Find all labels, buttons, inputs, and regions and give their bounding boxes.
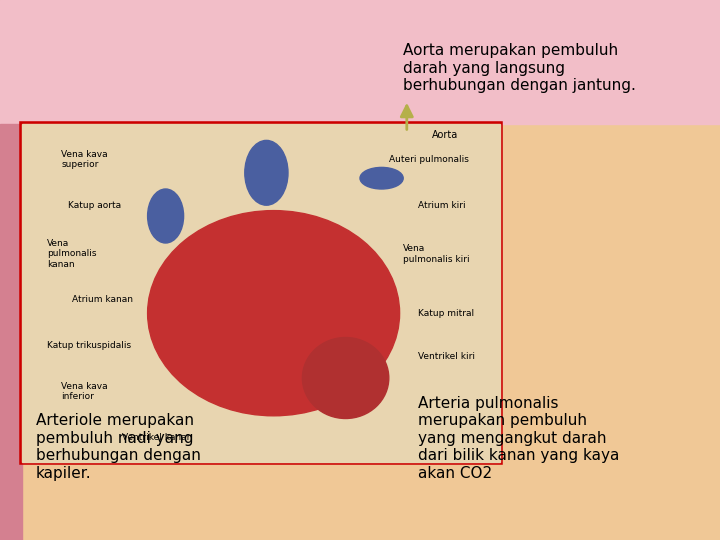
Ellipse shape [360,167,403,189]
Text: Ventrikel kiri: Ventrikel kiri [418,352,474,361]
Ellipse shape [148,211,400,416]
Ellipse shape [148,189,184,243]
Text: Ventrikel kanan: Ventrikel kanan [122,433,193,442]
Bar [0,124,22,540]
Text: Vena kava
inferior: Vena kava inferior [61,382,108,401]
Text: Vena
pulmonalis kiri: Vena pulmonalis kiri [403,244,470,264]
Text: Katup aorta: Katup aorta [68,201,122,210]
Bar [22,124,500,462]
Bar [0,0,720,124]
Ellipse shape [245,140,288,205]
Ellipse shape [302,338,389,418]
Text: Vena kava
superior: Vena kava superior [61,150,108,169]
Text: Katup trikuspidalis: Katup trikuspidalis [47,341,131,350]
Text: Auteri pulmonalis: Auteri pulmonalis [389,155,469,164]
FancyBboxPatch shape [22,124,500,462]
Text: Atrium kiri: Atrium kiri [418,201,465,210]
Text: Katup mitral: Katup mitral [418,309,474,318]
Text: Atrium kanan: Atrium kanan [72,295,133,304]
Text: Aorta merupakan pembuluh
darah yang langsung
berhubungan dengan jantung.: Aorta merupakan pembuluh darah yang lang… [403,43,636,93]
Text: Arteriole merupakan
pembuluh nadi yang
berhubungan dengan
kapiler.: Arteriole merupakan pembuluh nadi yang b… [36,414,201,481]
Text: Arteria pulmonalis
merupakan pembuluh
yang mengangkut darah
dari bilik kanan yan: Arteria pulmonalis merupakan pembuluh ya… [418,396,619,481]
Text: Aorta: Aorta [432,130,458,140]
Text: Vena
pulmonalis
kanan: Vena pulmonalis kanan [47,239,96,269]
